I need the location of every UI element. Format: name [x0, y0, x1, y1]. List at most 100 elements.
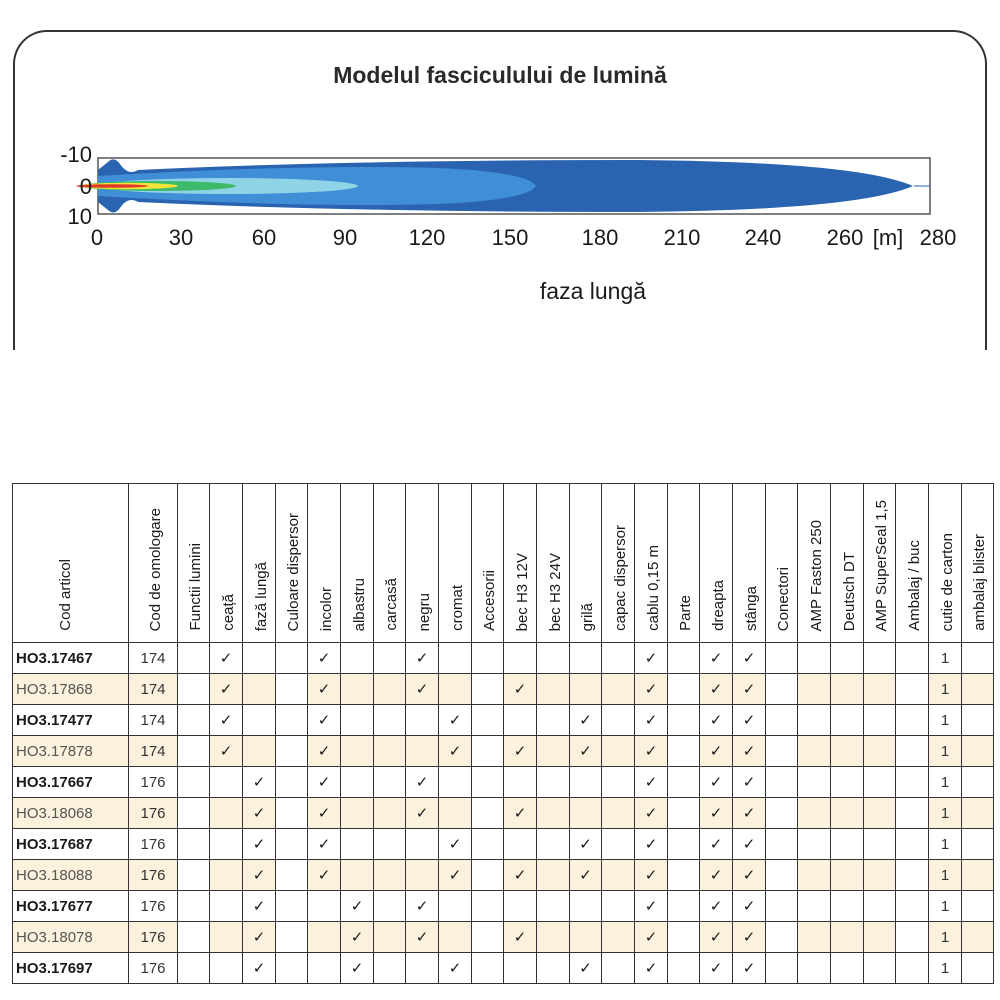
table-cell [275, 890, 308, 922]
x-tick-label: 150 [492, 225, 529, 250]
x-tick-label: 60 [252, 225, 276, 250]
table-cell [275, 766, 308, 798]
homologation-code: 174 [128, 735, 178, 767]
check-icon: ✓ [634, 952, 668, 984]
table-cell [340, 673, 374, 705]
table-cell [373, 797, 406, 829]
table-cell [438, 766, 472, 798]
column-header-label: dreapta [709, 580, 727, 631]
table-cell [797, 921, 831, 953]
homologation-code: 174 [128, 673, 178, 705]
table-cell [340, 735, 374, 767]
table-cell [961, 704, 994, 736]
table-cell [765, 797, 798, 829]
table-cell [667, 673, 700, 705]
article-code: HO3.17677 [12, 890, 129, 922]
column-header: AMP SuperSeal 1,5 [863, 483, 896, 643]
check-icon: ✓ [438, 952, 472, 984]
table-cell [863, 828, 896, 860]
check-icon: ✓ [699, 673, 733, 705]
table-cell [177, 890, 210, 922]
article-code: HO3.17477 [12, 704, 129, 736]
check-icon: ✓ [634, 673, 668, 705]
table-cell [471, 735, 504, 767]
check-icon: ✓ [438, 859, 472, 891]
column-header: stânga [732, 483, 766, 643]
carton-quantity: 1 [928, 704, 962, 736]
y-tick-label: -10 [60, 142, 92, 167]
homologation-code: 176 [128, 921, 178, 953]
check-icon: ✓ [405, 642, 439, 674]
beam-chart-title: Modelul fasciculului de lumină [333, 62, 667, 88]
article-code: HO3.17467 [12, 642, 129, 674]
check-icon: ✓ [340, 952, 374, 984]
table-cell [209, 828, 243, 860]
table-cell [895, 797, 929, 829]
table-cell [863, 859, 896, 891]
table-cell [536, 921, 570, 953]
table-cell [209, 766, 243, 798]
check-icon: ✓ [503, 673, 537, 705]
table-cell [242, 704, 276, 736]
beam-pattern-card: Modelul fasciculului de lumină [13, 30, 987, 350]
table-cell [667, 766, 700, 798]
table-cell [830, 735, 864, 767]
check-icon: ✓ [242, 828, 276, 860]
article-code: HO3.17868 [12, 673, 129, 705]
table-cell [438, 673, 472, 705]
check-icon: ✓ [340, 921, 374, 953]
table-cell [373, 952, 406, 984]
table-cell [765, 828, 798, 860]
column-header: incolor [307, 483, 341, 643]
column-header: ambalaj blister [961, 483, 994, 643]
check-icon: ✓ [569, 859, 602, 891]
table-cell [209, 921, 243, 953]
table-cell [275, 735, 308, 767]
table-cell [765, 952, 798, 984]
table-row: HO3.18068 176 ✓ ✓ ✓ ✓ ✓ ✓ ✓ 1 [12, 797, 994, 829]
table-cell [830, 704, 864, 736]
table-cell [275, 828, 308, 860]
table-cell [209, 890, 243, 922]
table-cell [667, 797, 700, 829]
table-cell [177, 735, 210, 767]
table-cell [177, 859, 210, 891]
column-header: Parte [667, 483, 700, 643]
check-icon: ✓ [634, 890, 668, 922]
check-icon: ✓ [307, 859, 341, 891]
check-icon: ✓ [732, 828, 766, 860]
table-cell [471, 766, 504, 798]
table-cell [340, 642, 374, 674]
check-icon: ✓ [634, 704, 668, 736]
table-cell [961, 921, 994, 953]
table-cell [961, 859, 994, 891]
table-cell [275, 921, 308, 953]
table-cell [536, 952, 570, 984]
check-icon: ✓ [307, 735, 341, 767]
carton-quantity: 1 [928, 766, 962, 798]
column-header: cromat [438, 483, 472, 643]
table-cell [601, 735, 635, 767]
column-header: albastru [340, 483, 374, 643]
carton-quantity: 1 [928, 673, 962, 705]
carton-quantity: 1 [928, 828, 962, 860]
table-cell [471, 890, 504, 922]
table-cell [209, 797, 243, 829]
table-cell [503, 704, 537, 736]
table-cell [373, 673, 406, 705]
table-cell [667, 642, 700, 674]
column-header: Functii lumini [177, 483, 210, 643]
table-cell [373, 735, 406, 767]
check-icon: ✓ [732, 952, 766, 984]
check-icon: ✓ [569, 952, 602, 984]
table-cell [242, 642, 276, 674]
column-header-label: ceață [219, 594, 237, 631]
table-row: HO3.18088 176 ✓ ✓ ✓ ✓ ✓ ✓ ✓ ✓ 1 [12, 859, 994, 891]
table-cell [536, 828, 570, 860]
homologation-code: 176 [128, 797, 178, 829]
carton-quantity: 1 [928, 735, 962, 767]
table-cell [797, 704, 831, 736]
table-cell [765, 673, 798, 705]
column-header: dreapta [699, 483, 733, 643]
check-icon: ✓ [242, 859, 276, 891]
